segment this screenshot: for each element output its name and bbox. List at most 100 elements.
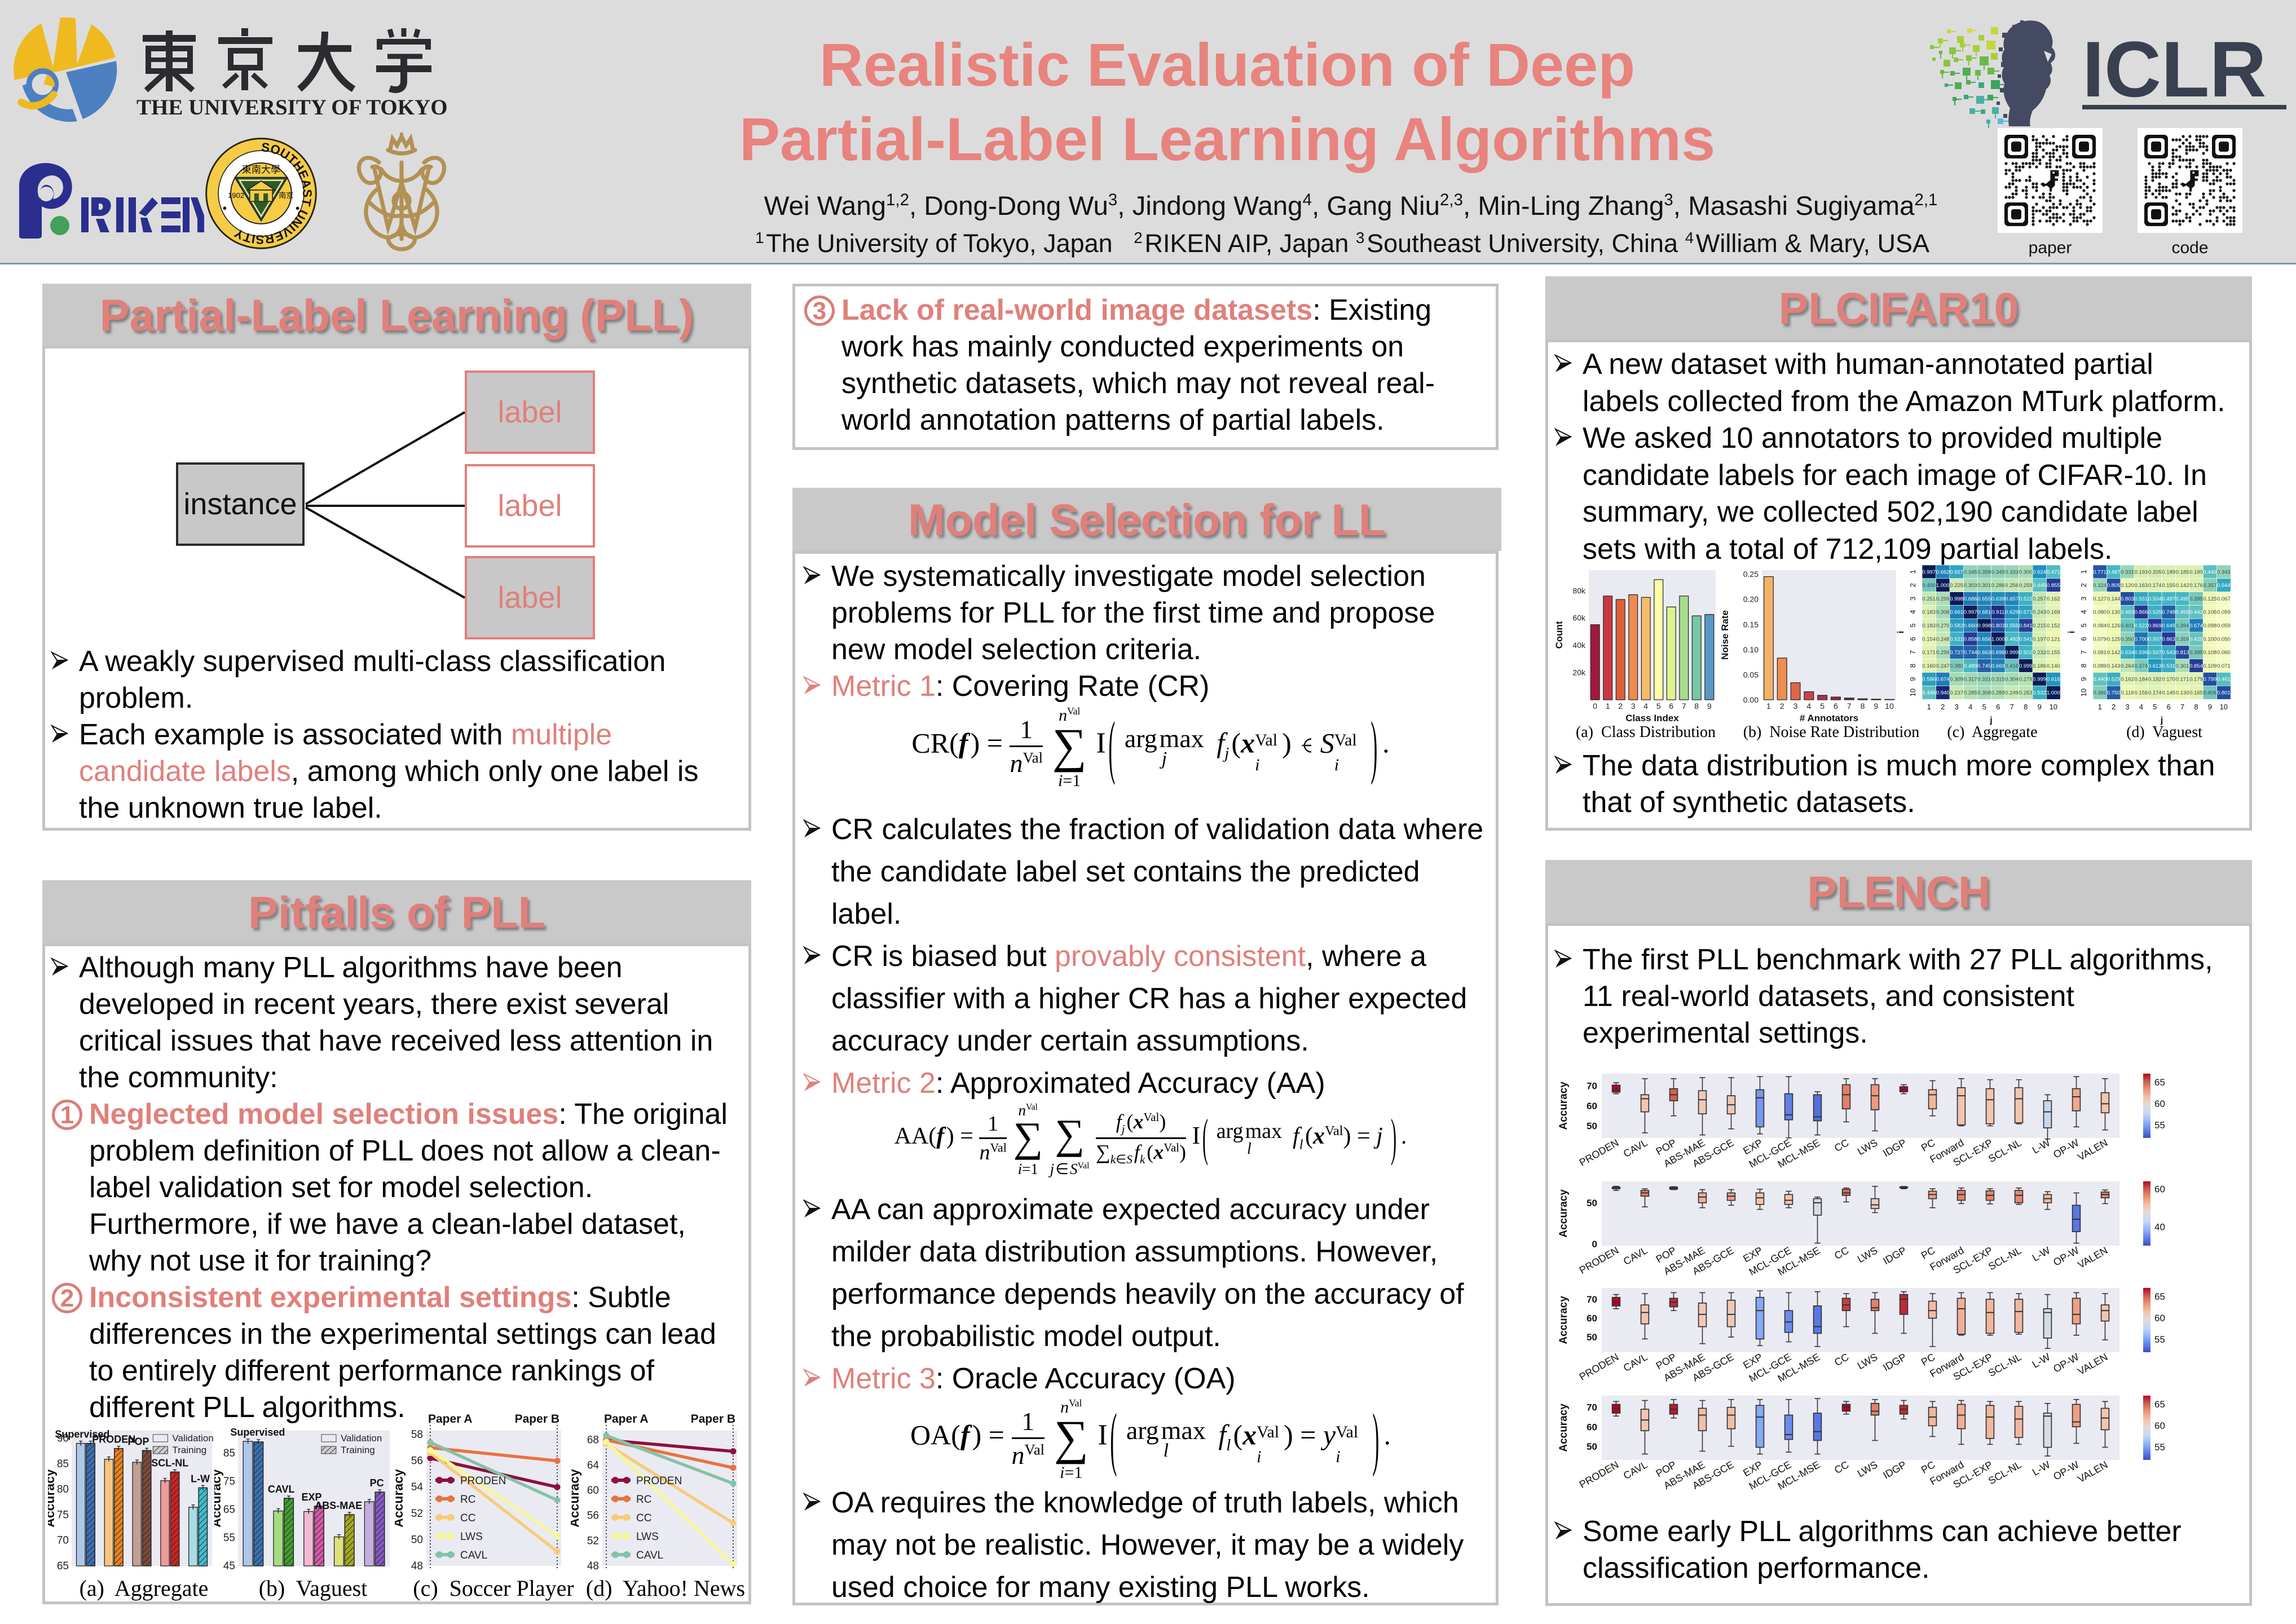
svg-text:0.126: 0.126 [2107, 623, 2121, 629]
svg-text:0.165: 0.165 [2189, 690, 2203, 696]
svg-text:0.911: 0.911 [1991, 610, 2004, 616]
svg-text:0.237: 0.237 [1950, 690, 1963, 696]
svg-text:0.193: 0.193 [2135, 569, 2148, 575]
svg-text:4: 4 [1968, 703, 1972, 711]
svg-text:4: 4 [1643, 701, 1648, 710]
svg-text:OP-W: OP-W [2051, 1245, 2081, 1268]
svg-text:0.495: 0.495 [2176, 596, 2189, 602]
svg-text:3: 3 [2125, 703, 2129, 711]
svg-text:VALEN: VALEN [2076, 1459, 2110, 1485]
svg-text:0.299: 0.299 [1936, 650, 1950, 656]
svg-text:Supervised: Supervised [230, 1427, 285, 1438]
svg-text:60k: 60k [1572, 614, 1586, 623]
svg-text:L-W: L-W [2030, 1459, 2052, 1478]
svg-text:0.315: 0.315 [1991, 677, 2005, 683]
svg-text:CC: CC [1832, 1245, 1851, 1261]
svg-text:CAVL: CAVL [636, 1550, 663, 1561]
svg-text:0.998: 0.998 [1950, 596, 1963, 602]
svg-text:0.197: 0.197 [2033, 636, 2046, 642]
svg-text:65: 65 [223, 1504, 235, 1516]
svg-text:0.507: 0.507 [2148, 636, 2162, 642]
svg-text:j: j [2160, 716, 2163, 725]
svg-text:7: 7 [1909, 650, 1917, 654]
svg-text:PRODEN: PRODEN [460, 1475, 506, 1487]
svg-text:0.059: 0.059 [2217, 610, 2231, 616]
svg-text:0.940: 0.940 [1936, 690, 1950, 696]
svg-text:0.596: 0.596 [2135, 650, 2148, 656]
svg-text:Validation: Validation [341, 1433, 382, 1444]
svg-text:0.455: 0.455 [2176, 610, 2189, 616]
svg-text:0.331: 0.331 [1977, 677, 1991, 683]
svg-text:i: i [1896, 631, 1906, 633]
svg-text:0.108: 0.108 [2204, 650, 2217, 656]
svg-text:Validation: Validation [172, 1433, 213, 1444]
svg-text:0.502: 0.502 [2019, 650, 2033, 656]
svg-text:0.303: 0.303 [1964, 582, 1977, 589]
svg-text:paper: paper [2029, 239, 2072, 257]
svg-text:52: 52 [411, 1508, 423, 1520]
svg-text:Count: Count [1554, 621, 1565, 648]
svg-text:0.243: 0.243 [2033, 610, 2046, 616]
svg-text:3: 3 [1631, 701, 1636, 710]
svg-text:0.639: 0.639 [1991, 596, 2005, 602]
svg-text:85: 85 [223, 1448, 235, 1459]
svg-text:65: 65 [57, 1560, 69, 1572]
svg-text:0.289: 0.289 [1991, 690, 2005, 696]
svg-text:0.247: 0.247 [1936, 663, 1950, 669]
svg-text:0.556: 0.556 [2005, 623, 2019, 629]
svg-text:0.232: 0.232 [2033, 650, 2046, 656]
svg-text:0.997: 0.997 [1964, 610, 1977, 616]
svg-text:SCL-NL: SCL-NL [1986, 1459, 2023, 1486]
svg-text:0.257: 0.257 [2033, 596, 2046, 602]
svg-text:2: 2 [1941, 703, 1945, 711]
svg-text:0.534: 0.534 [2121, 650, 2134, 656]
svg-text:0.170: 0.170 [2162, 677, 2175, 683]
svg-text:0.143: 0.143 [2107, 663, 2121, 669]
svg-text:0.521: 0.521 [1950, 636, 1963, 642]
svg-text:0: 0 [1593, 701, 1597, 710]
svg-text:55: 55 [2154, 1334, 2165, 1345]
svg-text:0.999: 0.999 [2005, 650, 2019, 656]
svg-text:Accuracy: Accuracy [1558, 1082, 1570, 1130]
svg-text:0.869: 0.869 [2148, 623, 2162, 629]
svg-text:0.059: 0.059 [2217, 623, 2231, 629]
svg-text:0.350: 0.350 [2121, 636, 2134, 642]
svg-text:1: 1 [1909, 570, 1917, 573]
svg-text:1.000: 1.000 [2047, 690, 2060, 696]
svg-text:1: 1 [1927, 703, 1931, 711]
svg-text:5: 5 [1656, 701, 1661, 710]
svg-text:50: 50 [1587, 1121, 1597, 1132]
svg-text:0.189: 0.189 [2189, 569, 2203, 575]
svg-text:EXP: EXP [301, 1491, 321, 1503]
svg-text:7: 7 [2079, 650, 2088, 654]
svg-text:0.176: 0.176 [2189, 582, 2203, 589]
svg-text:0.748: 0.748 [2162, 610, 2175, 616]
svg-text:64: 64 [587, 1459, 600, 1471]
svg-text:4: 4 [2139, 703, 2143, 711]
svg-text:0.169: 0.169 [2047, 610, 2060, 616]
svg-text:0.471: 0.471 [2047, 569, 2060, 575]
svg-text:0.544: 0.544 [2217, 582, 2231, 589]
svg-text:0.686: 0.686 [1964, 596, 1977, 602]
svg-text:SCL-NL: SCL-NL [1986, 1351, 2023, 1379]
svg-text:CAVL: CAVL [1621, 1459, 1650, 1481]
svg-text:南京: 南京 [279, 191, 293, 200]
svg-text:0.727: 0.727 [1950, 650, 1963, 656]
svg-text:0.15: 0.15 [1743, 620, 1759, 629]
svg-text:ABS-MAE: ABS-MAE [315, 1500, 362, 1511]
svg-text:0.125: 0.125 [2107, 636, 2121, 642]
svg-text:9: 9 [1707, 701, 1712, 710]
svg-text:0.515: 0.515 [2019, 596, 2033, 602]
svg-text:0.25: 0.25 [1743, 570, 1759, 579]
svg-text:8: 8 [1861, 701, 1865, 710]
svg-text:60: 60 [2154, 1098, 2165, 1109]
svg-text:0.089: 0.089 [2093, 663, 2106, 669]
svg-text:0.121: 0.121 [2047, 636, 2060, 642]
svg-text:0.333: 0.333 [2005, 569, 2019, 575]
svg-text:54: 54 [411, 1481, 424, 1493]
svg-text:0.080: 0.080 [2093, 610, 2106, 616]
svg-text:0.154: 0.154 [1922, 636, 1936, 642]
svg-text:0.663: 0.663 [1977, 650, 1991, 656]
svg-text:65: 65 [2154, 1291, 2165, 1302]
svg-text:0.264: 0.264 [2121, 663, 2134, 669]
